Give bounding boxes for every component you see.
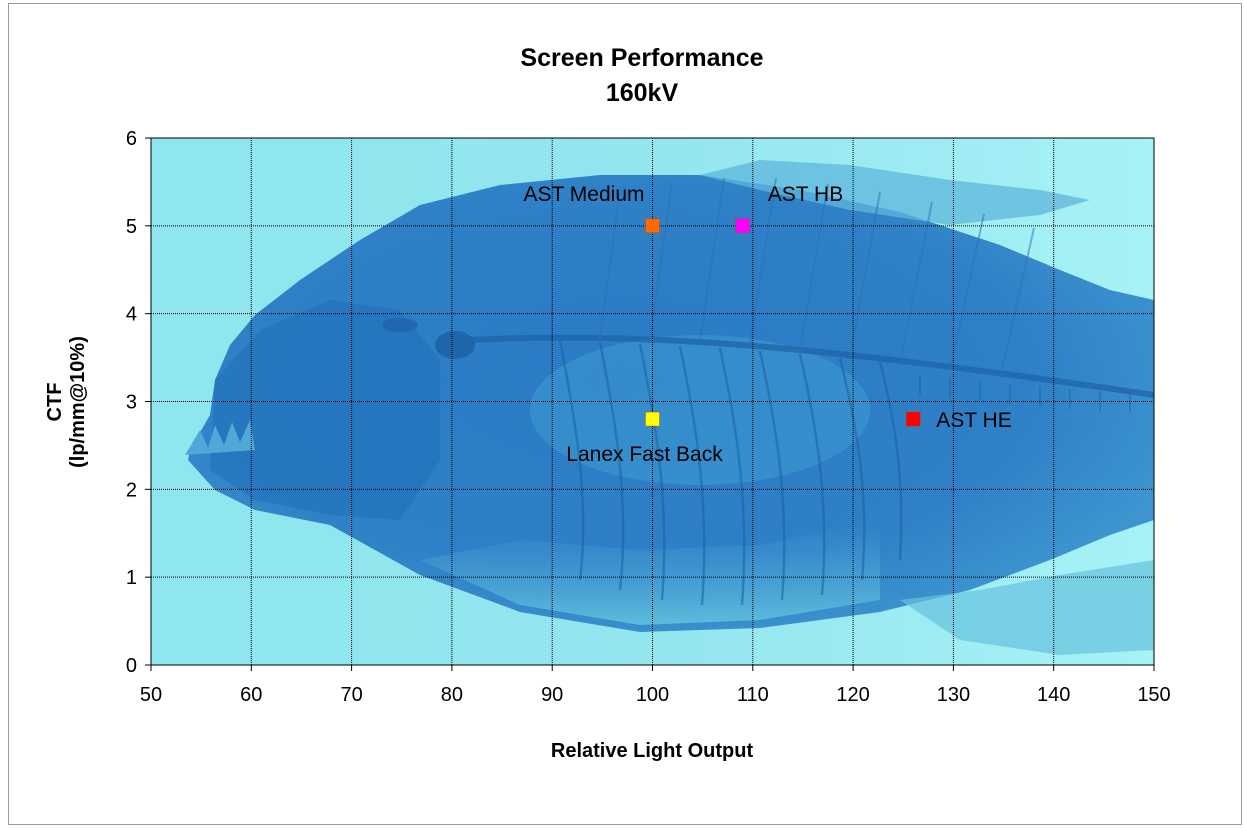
chart-subtitle: 160kV xyxy=(606,79,679,107)
data-point-marker xyxy=(735,218,750,234)
y-axis-title-line1: CTF xyxy=(44,383,66,422)
x-tick-label: 140 xyxy=(1037,684,1070,706)
data-point-label: AST Medium xyxy=(524,183,645,206)
y-tick-label: 4 xyxy=(126,304,137,326)
x-tick-label: 80 xyxy=(441,684,463,706)
x-tick-label: 150 xyxy=(1137,684,1170,706)
x-tick-label: 60 xyxy=(240,684,262,706)
data-point-label: AST HB xyxy=(768,183,843,206)
y-tick-label: 0 xyxy=(126,655,137,677)
data-point-marker xyxy=(645,411,660,427)
data-point-label: Lanex Fast Back xyxy=(566,443,723,466)
chart-title: Screen Performance xyxy=(520,44,763,72)
data-point-marker xyxy=(906,411,921,427)
y-tick-label: 5 xyxy=(126,216,137,238)
data-point-marker xyxy=(645,218,660,234)
x-tick-label: 100 xyxy=(636,684,669,706)
y-tick-label: 2 xyxy=(126,479,137,501)
x-tick-label: 90 xyxy=(541,684,563,706)
x-axis-title: Relative Light Output xyxy=(551,740,754,762)
data-point-label: AST HE xyxy=(936,409,1011,432)
y-tick-label: 1 xyxy=(126,567,137,589)
x-tick-label: 50 xyxy=(140,684,162,706)
x-tick-label: 70 xyxy=(340,684,362,706)
data-points: AST Medium AST HB Lanex Fast Back AST HE xyxy=(524,183,1012,466)
y-tick-label: 3 xyxy=(126,392,137,414)
fish-xray-icon xyxy=(185,160,1154,655)
x-tick-label: 110 xyxy=(737,684,769,706)
y-axis-title-line2: (lp/mm@10%) xyxy=(67,336,89,468)
axes: 50 60 70 80 90 100 110 120 130 140 150 0 1 2 3 4 5 6 xyxy=(126,128,1171,706)
x-tick-label: 130 xyxy=(937,684,970,706)
y-tick-label: 6 xyxy=(126,128,137,150)
x-tick-label: 120 xyxy=(836,684,869,706)
